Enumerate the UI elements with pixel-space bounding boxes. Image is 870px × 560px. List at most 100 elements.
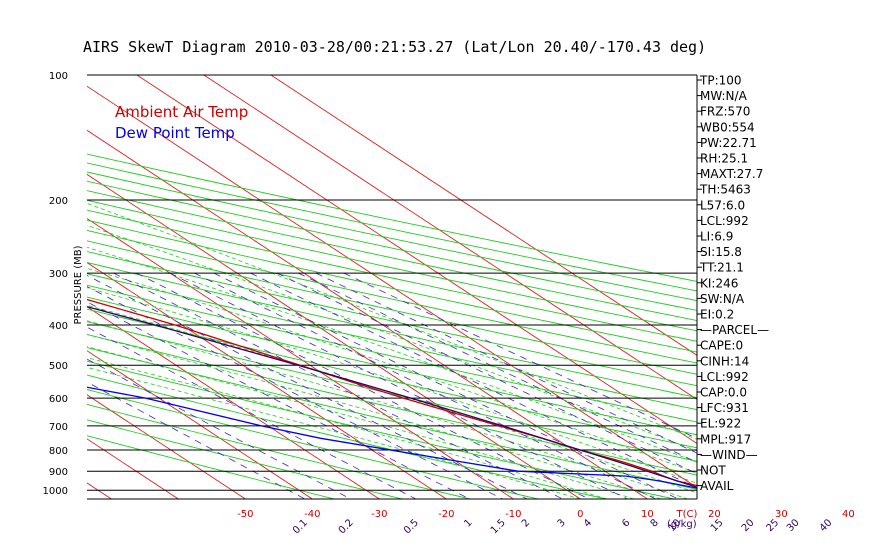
isotherm-line bbox=[0, 75, 44, 499]
mixing-ratio-line bbox=[87, 275, 528, 499]
legend-dew-point-temp: Dew Point Temp bbox=[115, 124, 235, 142]
moist-adiabat-line bbox=[87, 304, 697, 494]
index-item: LI:6.9 bbox=[700, 230, 733, 244]
isotherm-line bbox=[87, 173, 581, 499]
mixing-ratio-line bbox=[298, 272, 697, 463]
mixing-ratio-label: 3 bbox=[556, 517, 568, 529]
profile-dew-point-temp bbox=[87, 386, 697, 489]
profiles bbox=[87, 298, 697, 489]
mixing-ratio-label: 2 bbox=[520, 517, 532, 529]
dry-adiabat-line bbox=[87, 296, 697, 436]
mixing-ratio-unit: (g/kg) bbox=[667, 519, 697, 530]
dry-adiabat-line bbox=[87, 403, 471, 499]
legend: Ambient Air Temp Dew Point Temp bbox=[115, 103, 248, 142]
bottom-temp-tick-label: 40 bbox=[842, 509, 855, 520]
pressure-tick-label: 100 bbox=[49, 71, 68, 82]
dry-adiabat-line bbox=[87, 229, 697, 364]
profile-parcel bbox=[87, 305, 697, 489]
index-item: MPL:917 bbox=[700, 432, 751, 446]
index-item: AVAIL bbox=[700, 479, 734, 493]
isotherm-line bbox=[203, 75, 697, 400]
mixing-ratio-label: 8 bbox=[649, 517, 661, 529]
pressure-tick-label: 1000 bbox=[43, 486, 68, 497]
mixing-ratio-line bbox=[250, 272, 697, 489]
index-item: —WIND— bbox=[700, 448, 758, 462]
pressure-tick-label: 800 bbox=[49, 446, 68, 457]
index-item: TT:21.1 bbox=[699, 261, 744, 275]
dry-adiabat-line bbox=[87, 389, 539, 499]
profile-ambient-air-temp bbox=[87, 298, 697, 487]
pressure-tick-label: 500 bbox=[49, 361, 68, 372]
mixing-ratio-line bbox=[87, 358, 351, 499]
pressure-tick-label: 400 bbox=[49, 321, 68, 332]
mixing-ratio-line bbox=[169, 272, 628, 499]
moist-adiabat-line bbox=[87, 346, 635, 499]
dry-adiabat-line bbox=[87, 162, 697, 292]
dry-adiabat-line bbox=[87, 284, 697, 423]
index-item: KI:246 bbox=[700, 276, 738, 290]
mixing-ratio-line bbox=[87, 381, 306, 499]
mixing-ratio-label: 1.5 bbox=[489, 517, 508, 536]
legend-ambient-air-temp: Ambient Air Temp bbox=[115, 103, 248, 121]
index-item: LCL:992 bbox=[700, 214, 749, 228]
isotherm-line bbox=[136, 75, 697, 445]
index-item: LFC:931 bbox=[700, 401, 749, 415]
mixing-ratio-line bbox=[194, 272, 656, 499]
moist-adiabat-line bbox=[87, 224, 697, 452]
grid-lines bbox=[0, 75, 697, 499]
mixing-ratio-line bbox=[315, 272, 697, 454]
mixing-ratio-label: 40 bbox=[818, 517, 835, 534]
moist-adiabat-line bbox=[87, 202, 697, 440]
dry-adiabat-line bbox=[87, 240, 697, 375]
mixing-ratio-line bbox=[87, 326, 417, 499]
index-item: MW:N/A bbox=[700, 89, 748, 103]
chart-title: AIRS SkewT Diagram 2010-03-28/00:21:53.2… bbox=[83, 38, 706, 56]
dry-adiabat-line bbox=[87, 180, 697, 311]
dry-adiabat-line bbox=[87, 360, 675, 499]
mixing-ratio-label: 20 bbox=[740, 517, 757, 534]
mixing-ratio-line bbox=[213, 272, 679, 499]
mixing-ratio-label: 1 bbox=[462, 517, 474, 529]
moist-adiabat-line bbox=[87, 334, 661, 499]
dry-adiabat-line bbox=[87, 153, 697, 282]
index-item: CAP:0.0 bbox=[700, 386, 747, 400]
mixing-ratio-label: 0.1 bbox=[291, 517, 310, 536]
index-item: PW:22.71 bbox=[700, 136, 757, 150]
moist-adiabat-line bbox=[87, 366, 581, 499]
bottom-temp-tick-label: 0 bbox=[577, 509, 583, 520]
bottom-temp-tick-label: 10 bbox=[641, 509, 654, 520]
mixing-ratio-line bbox=[136, 272, 590, 499]
moist-adiabat-line bbox=[87, 357, 608, 499]
bottom-temp-tick-label: -30 bbox=[371, 509, 387, 520]
isotherm-line bbox=[87, 394, 246, 499]
dry-adiabat-line bbox=[87, 209, 697, 342]
pressure-tick-label: 200 bbox=[49, 196, 68, 207]
mixing-ratio-line bbox=[113, 272, 563, 499]
mixing-ratio-line bbox=[277, 272, 697, 474]
moist-adiabat-line bbox=[87, 320, 688, 499]
dry-adiabat-line bbox=[87, 321, 697, 462]
moist-adiabat-line bbox=[87, 287, 697, 484]
dry-adiabat-line bbox=[87, 333, 697, 476]
y-axis-label: PRESSURE (MB) bbox=[73, 245, 84, 324]
index-item: FRZ:570 bbox=[700, 105, 750, 119]
mixing-ratio-label: 6 bbox=[620, 517, 632, 529]
bottom-temp-tick-label: 20 bbox=[708, 509, 721, 520]
index-item: —PARCEL— bbox=[700, 323, 769, 337]
index-item: TP:100 bbox=[699, 74, 742, 88]
mixing-ratio-line bbox=[87, 301, 470, 499]
isotherm-line bbox=[87, 129, 648, 499]
index-item: EI:0.2 bbox=[700, 308, 734, 322]
index-item: CINH:14 bbox=[700, 354, 749, 368]
isotherm-line bbox=[270, 75, 697, 356]
mixing-ratio-label: 0.5 bbox=[402, 517, 421, 536]
bottom-temp-tick-label: -50 bbox=[237, 509, 253, 520]
index-item: WB0:554 bbox=[700, 120, 755, 134]
index-item: LCL:992 bbox=[700, 370, 749, 384]
pressure-tick-label: 300 bbox=[49, 269, 68, 280]
index-item: CAPE:0 bbox=[700, 339, 743, 353]
dry-adiabat-line bbox=[87, 435, 335, 499]
dry-adiabat-line bbox=[87, 273, 697, 411]
